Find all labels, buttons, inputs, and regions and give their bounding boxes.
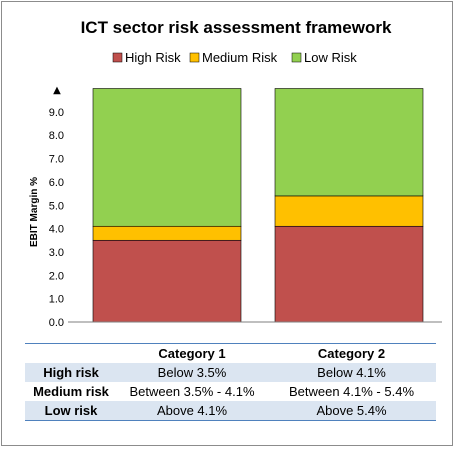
table-cell: Below 3.5%	[117, 363, 267, 382]
bar-segment	[274, 195, 424, 227]
legend-label: Medium Risk	[202, 50, 278, 65]
table-header-blank	[25, 343, 117, 363]
bar-segment	[274, 225, 424, 323]
y-tick-label: 6.0	[49, 177, 64, 189]
row-label: Medium risk	[33, 384, 109, 399]
bar-segment	[92, 225, 242, 241]
legend: High Risk Medium Risk Low Risk	[112, 50, 357, 65]
y-tick-label: 4.0	[49, 224, 64, 236]
table-cell: Above 5.4%	[267, 401, 436, 421]
y-tick-label: 1.0	[49, 294, 64, 306]
bar-segment	[92, 88, 242, 227]
y-tick-label: 2.0	[49, 270, 64, 282]
legend-swatch	[189, 52, 200, 63]
y-axis-ticks: 0.0 1.0 2.0 3.0 4.0 5.0 6.0 7.0 8.0 9.0	[49, 107, 64, 329]
chart-title: ICT sector risk assessment framework	[81, 18, 392, 37]
y-axis-arrow: ▲	[53, 85, 61, 96]
y-tick-label: 7.0	[49, 154, 64, 166]
y-axis-label: EBIT Margin %	[29, 177, 40, 247]
stacked-bar-chart: ICT sector risk assessment framework Hig…	[29, 18, 442, 329]
table-header-category-1: Category 1	[117, 343, 267, 363]
table-row-high-risk: High risk Below 3.5% Below 4.1%	[25, 363, 436, 382]
table-cell: Below 4.1%	[267, 363, 436, 382]
y-tick-label: 8.0	[49, 130, 64, 142]
table-cell: Above 4.1%	[117, 401, 267, 421]
legend-label: High Risk	[125, 50, 181, 65]
y-tick-label: 5.0	[49, 200, 64, 212]
table-cell: Between 4.1% - 5.4%	[288, 384, 415, 399]
chart-frame: ICT sector risk assessment framework Hig…	[1, 1, 453, 446]
bar-segment	[274, 88, 424, 197]
y-tick-label: 9.0	[49, 107, 64, 119]
legend-label: Low Risk	[304, 50, 357, 65]
table-header-category-2: Category 2	[267, 343, 436, 363]
table-header-row: Category 1 Category 2	[25, 343, 436, 363]
table-row-medium-risk: Medium risk Between 3.5% - 4.1% Between …	[25, 382, 436, 401]
table-row-low-risk: Low risk Above 4.1% Above 5.4%	[25, 401, 436, 421]
table-cell: Between 3.5% - 4.1%	[129, 384, 255, 399]
bar-segment	[92, 239, 242, 323]
row-label: High risk	[25, 363, 117, 382]
legend-swatch	[291, 52, 302, 63]
y-tick-label: 0.0	[49, 317, 64, 329]
legend-swatch	[112, 52, 123, 63]
row-label: Low risk	[25, 401, 117, 421]
y-tick-label: 3.0	[49, 247, 64, 259]
bars	[92, 88, 424, 323]
risk-threshold-table: Category 1 Category 2 High risk Below 3.…	[25, 343, 436, 421]
